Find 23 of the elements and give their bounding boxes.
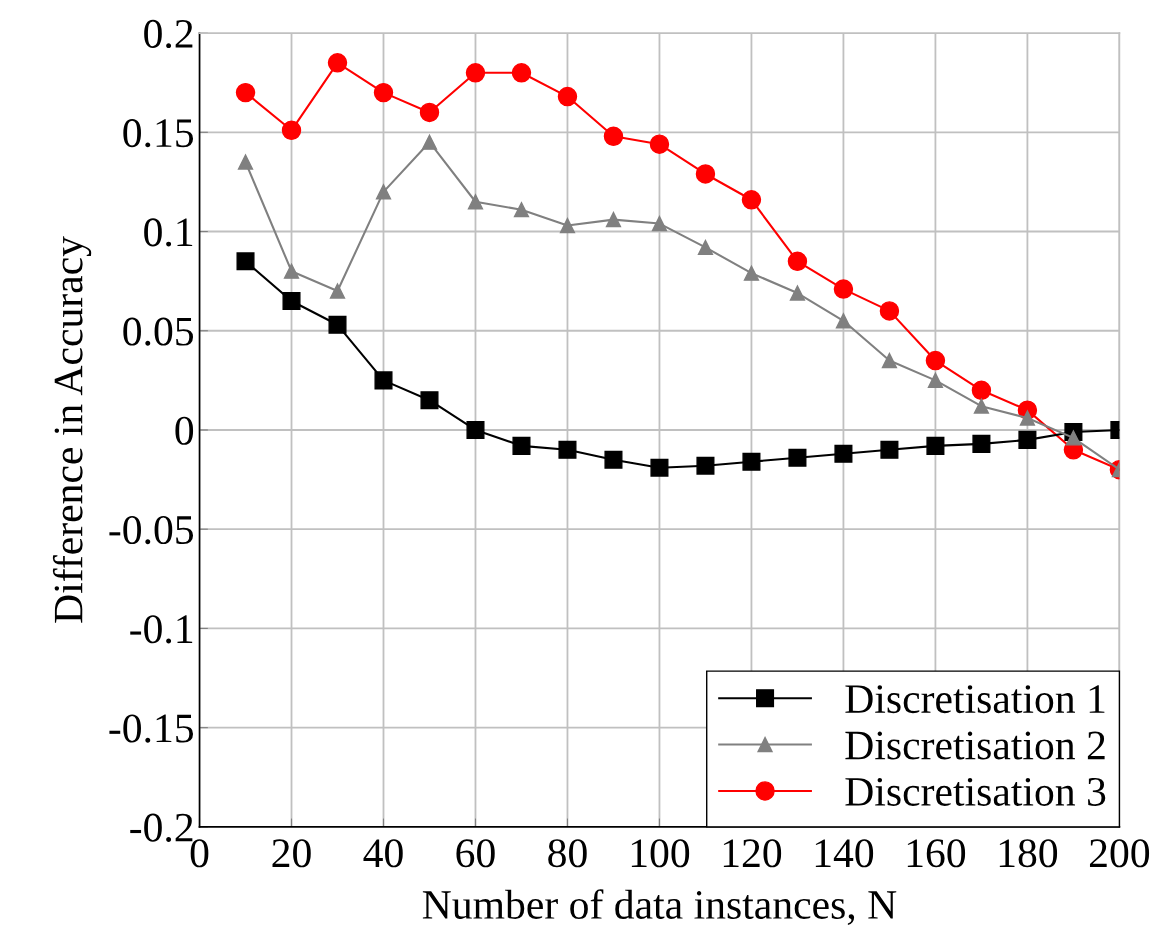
x-tick-label: 200 (1089, 839, 1150, 868)
x-tick-label: 40 (363, 839, 403, 868)
y-tick-label: 0.05 (123, 317, 194, 346)
x-tick-label: 180 (999, 839, 1058, 868)
x-tick-label: 160 (907, 839, 966, 868)
y-tick-label: 0.2 (144, 19, 193, 49)
x-tick-label: 100 (631, 839, 690, 868)
x-tick-label: 140 (815, 839, 874, 868)
y-axis-title: Difference in Accuracy (52, 236, 92, 623)
x-tick-label: 80 (548, 839, 587, 868)
y-tick-label: -0.15 (109, 714, 194, 743)
y-tick-label: -0.1 (130, 615, 193, 644)
legend-label: Discretisation 2 (845, 731, 1105, 760)
legend-label: Discretisation 3 (845, 777, 1106, 806)
x-tick-label: 60 (456, 839, 495, 868)
x-tick-label: 120 (723, 839, 782, 868)
y-tick-label: 0.15 (123, 119, 194, 148)
legend-label: Discretisation 1 (845, 685, 1105, 714)
y-tick-label: 0 (175, 416, 194, 445)
x-axis-title: Number of data instances, N (422, 889, 897, 925)
y-tick-label: -0.05 (109, 515, 194, 545)
x-tick-label: 20 (272, 839, 311, 868)
y-tick-label: 0.1 (144, 218, 193, 247)
